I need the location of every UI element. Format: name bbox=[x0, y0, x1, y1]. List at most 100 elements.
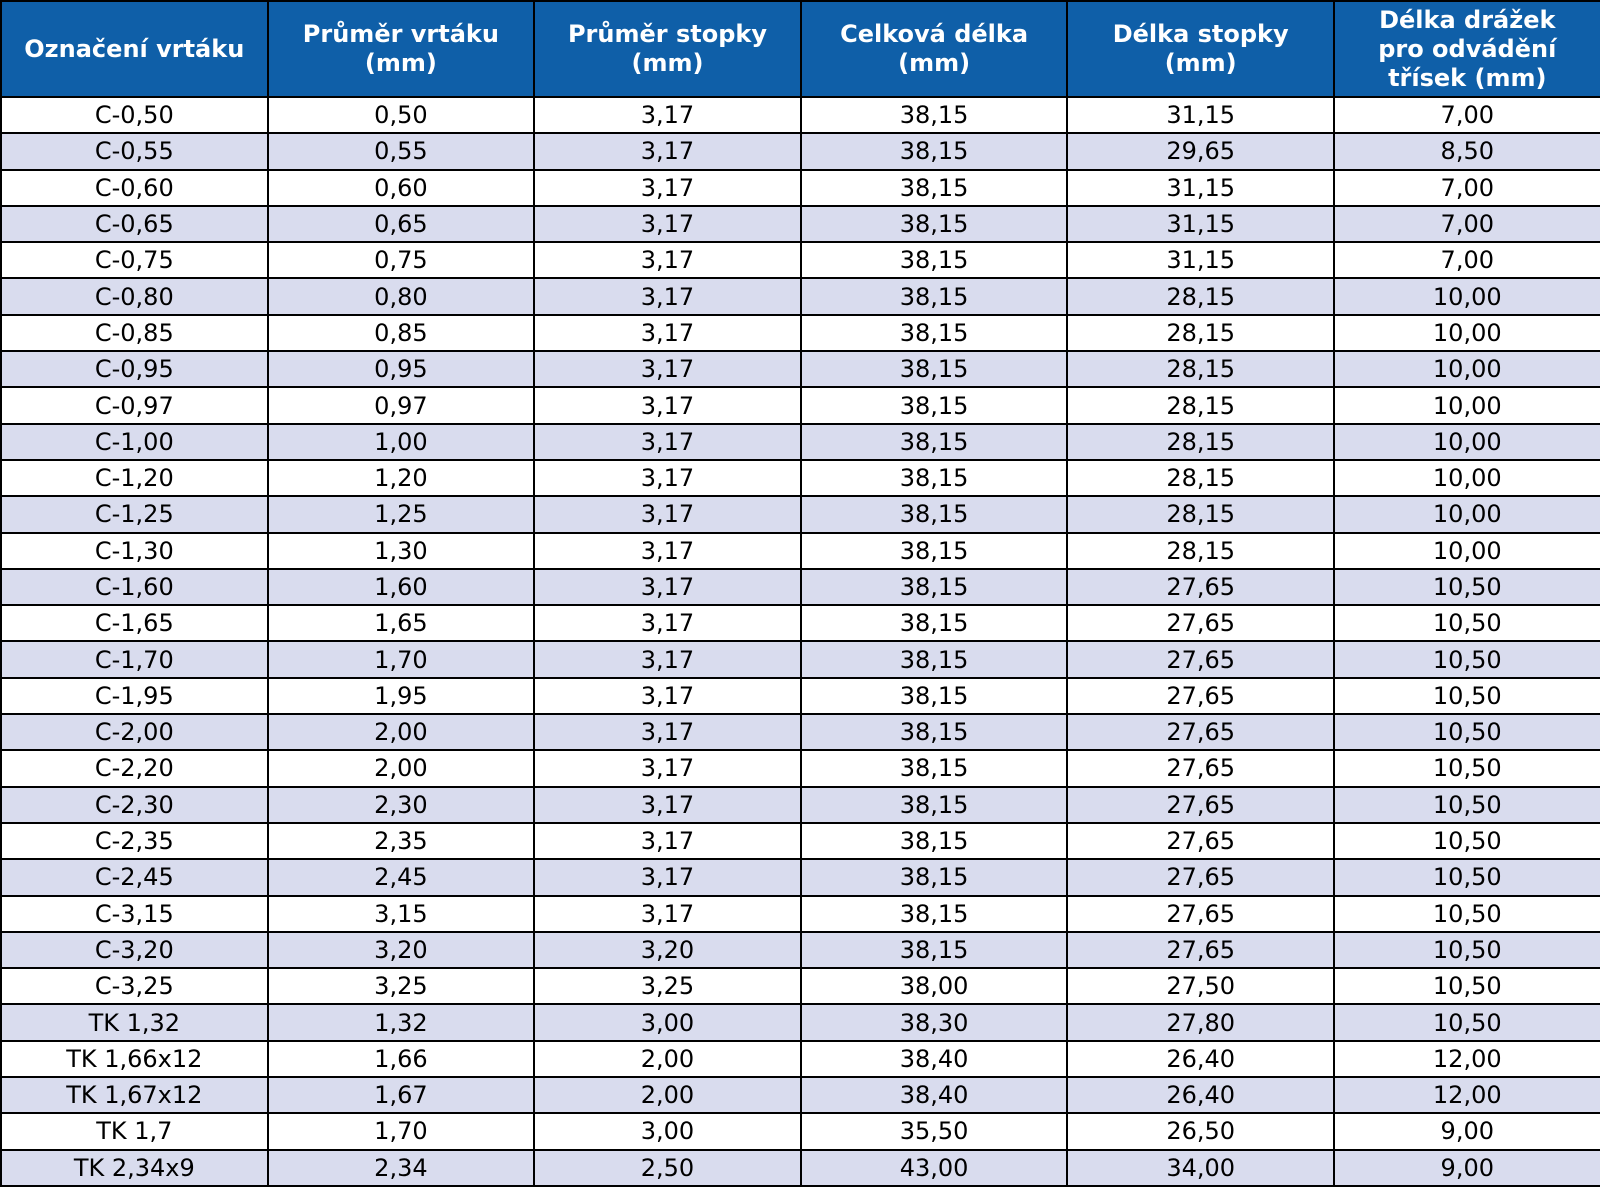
cell-drill-diameter: 1,65 bbox=[266, 604, 536, 643]
cell-drill-code: C-0,97 bbox=[0, 386, 269, 425]
cell-drill-code: C-0,60 bbox=[0, 168, 269, 207]
cell-drill-code: TK 2,34x9 bbox=[0, 1148, 269, 1187]
cell-drill-code: C-0,80 bbox=[0, 277, 269, 316]
table-row: C-2,20 2,00 3,17 38,15 27,65 10,50 bbox=[0, 749, 1600, 788]
cell-drill-code: C-2,35 bbox=[0, 821, 269, 861]
cell-shank-diameter: 3,17 bbox=[533, 495, 802, 534]
cell-total-length: 38,15 bbox=[799, 458, 1069, 498]
cell-shank-diameter: 3,17 bbox=[533, 277, 802, 316]
cell-flute-length: 10,00 bbox=[1332, 277, 1600, 316]
cell-drill-diameter: 2,00 bbox=[266, 749, 536, 788]
cell-shank-length: 27,80 bbox=[1066, 1003, 1335, 1042]
cell-drill-code: C-2,30 bbox=[0, 785, 269, 824]
cell-drill-diameter: 1,67 bbox=[266, 1076, 536, 1115]
cell-total-length: 38,15 bbox=[799, 204, 1069, 244]
cell-drill-diameter: 1,25 bbox=[266, 495, 536, 534]
cell-shank-diameter: 3,17 bbox=[533, 894, 802, 933]
header-line: (mm) bbox=[1164, 49, 1237, 77]
cell-shank-diameter: 3,17 bbox=[533, 168, 802, 207]
cell-drill-diameter: 2,34 bbox=[266, 1148, 536, 1187]
cell-shank-length: 28,15 bbox=[1066, 458, 1335, 498]
header-line: pro odvádění bbox=[1378, 34, 1557, 63]
cell-drill-diameter: 1,70 bbox=[266, 640, 536, 679]
header-line: Délka drážek bbox=[1379, 5, 1556, 34]
cell-total-length: 38,15 bbox=[799, 386, 1069, 425]
cell-flute-length: 10,50 bbox=[1332, 713, 1600, 752]
cell-shank-diameter: 3,17 bbox=[533, 95, 802, 135]
table-row: TK 1,67x12 1,67 2,00 38,40 26,40 12,00 bbox=[0, 1076, 1600, 1115]
cell-drill-code: C-1,70 bbox=[0, 640, 269, 679]
cell-total-length: 38,15 bbox=[799, 277, 1069, 316]
cell-flute-length: 10,00 bbox=[1332, 458, 1600, 498]
header-line: (mm) bbox=[898, 49, 971, 77]
cell-total-length: 38,15 bbox=[799, 531, 1069, 570]
table-row: TK 2,34x9 2,34 2,50 43,00 34,00 9,00 bbox=[0, 1148, 1600, 1187]
cell-shank-diameter: 3,17 bbox=[533, 531, 802, 570]
cell-shank-length: 27,65 bbox=[1066, 640, 1335, 679]
cell-shank-diameter: 3,17 bbox=[533, 204, 802, 244]
cell-total-length: 38,15 bbox=[799, 749, 1069, 788]
cell-shank-length: 28,15 bbox=[1066, 495, 1335, 534]
cell-drill-code: C-1,00 bbox=[0, 422, 269, 461]
cell-drill-diameter: 2,35 bbox=[266, 821, 536, 861]
cell-shank-diameter: 3,17 bbox=[533, 386, 802, 425]
table-row: C-0,65 0,65 3,17 38,15 31,15 7,00 bbox=[0, 204, 1600, 244]
cell-shank-length: 27,65 bbox=[1066, 713, 1335, 752]
table-row: C-1,70 1,70 3,17 38,15 27,65 10,50 bbox=[0, 640, 1600, 679]
cell-total-length: 38,15 bbox=[799, 785, 1069, 824]
table-row: TK 1,66x12 1,66 2,00 38,40 26,40 12,00 bbox=[0, 1039, 1600, 1079]
cell-drill-code: TK 1,7 bbox=[0, 1112, 269, 1151]
cell-drill-code: C-0,55 bbox=[0, 132, 269, 171]
cell-drill-code: C-3,15 bbox=[0, 894, 269, 933]
cell-shank-diameter: 3,17 bbox=[533, 241, 802, 280]
cell-total-length: 38,40 bbox=[799, 1039, 1069, 1079]
cell-shank-diameter: 3,17 bbox=[533, 785, 802, 824]
cell-total-length: 38,15 bbox=[799, 422, 1069, 461]
header-line: Průměr stopky bbox=[567, 20, 767, 48]
cell-flute-length: 7,00 bbox=[1332, 204, 1600, 244]
cell-total-length: 38,30 bbox=[799, 1003, 1069, 1042]
col-header-drill-code: Označení vrtáku bbox=[0, 0, 269, 98]
cell-total-length: 38,15 bbox=[799, 676, 1069, 716]
cell-flute-length: 10,00 bbox=[1332, 531, 1600, 570]
cell-total-length: 38,00 bbox=[799, 967, 1069, 1006]
cell-drill-code: C-1,65 bbox=[0, 604, 269, 643]
cell-flute-length: 9,00 bbox=[1332, 1148, 1600, 1187]
cell-shank-diameter: 3,17 bbox=[533, 350, 802, 389]
cell-shank-diameter: 3,17 bbox=[533, 422, 802, 461]
table-body: C-0,50 0,50 3,17 38,15 31,15 7,00 C-0,55 0,55 3,… bbox=[0, 95, 1600, 1187]
cell-drill-diameter: 0,97 bbox=[266, 386, 536, 425]
cell-flute-length: 10,50 bbox=[1332, 858, 1600, 897]
cell-shank-diameter: 3,17 bbox=[533, 676, 802, 716]
cell-drill-code: TK 1,66x12 bbox=[0, 1039, 269, 1079]
cell-flute-length: 12,00 bbox=[1332, 1076, 1600, 1115]
col-header-shank-diameter: Průměr stopky (mm) bbox=[533, 0, 802, 98]
header-line: Délka stopky bbox=[1112, 20, 1289, 48]
cell-drill-code: C-1,60 bbox=[0, 567, 269, 607]
cell-shank-diameter: 3,00 bbox=[533, 1003, 802, 1042]
col-header-shank-length: Délka stopky (mm) bbox=[1066, 0, 1335, 98]
cell-total-length: 38,15 bbox=[799, 168, 1069, 207]
cell-drill-code: C-2,45 bbox=[0, 858, 269, 897]
cell-total-length: 38,15 bbox=[799, 713, 1069, 752]
cell-flute-length: 10,50 bbox=[1332, 967, 1600, 1006]
cell-shank-length: 27,65 bbox=[1066, 785, 1335, 824]
cell-flute-length: 7,00 bbox=[1332, 95, 1600, 135]
cell-flute-length: 10,00 bbox=[1332, 386, 1600, 425]
cell-drill-code: TK 1,32 bbox=[0, 1003, 269, 1042]
cell-flute-length: 10,50 bbox=[1332, 604, 1600, 643]
header-line: (mm) bbox=[631, 49, 704, 77]
cell-flute-length: 7,00 bbox=[1332, 241, 1600, 280]
cell-flute-length: 7,00 bbox=[1332, 168, 1600, 207]
col-header-flute-length: Délka drážek pro odvádění třísek (mm) bbox=[1332, 0, 1600, 98]
header-line: Celková délka bbox=[840, 20, 1029, 48]
cell-shank-length: 28,15 bbox=[1066, 422, 1335, 461]
cell-shank-diameter: 2,50 bbox=[533, 1148, 802, 1187]
cell-drill-diameter: 0,55 bbox=[266, 132, 536, 171]
table-row: C-3,15 3,15 3,17 38,15 27,65 10,50 bbox=[0, 894, 1600, 933]
cell-drill-diameter: 0,65 bbox=[266, 204, 536, 244]
header-line: Označení vrtáku bbox=[24, 34, 245, 63]
header-line: (mm) bbox=[364, 49, 437, 77]
cell-drill-diameter: 1,70 bbox=[266, 1112, 536, 1151]
cell-drill-diameter: 3,20 bbox=[266, 930, 536, 970]
